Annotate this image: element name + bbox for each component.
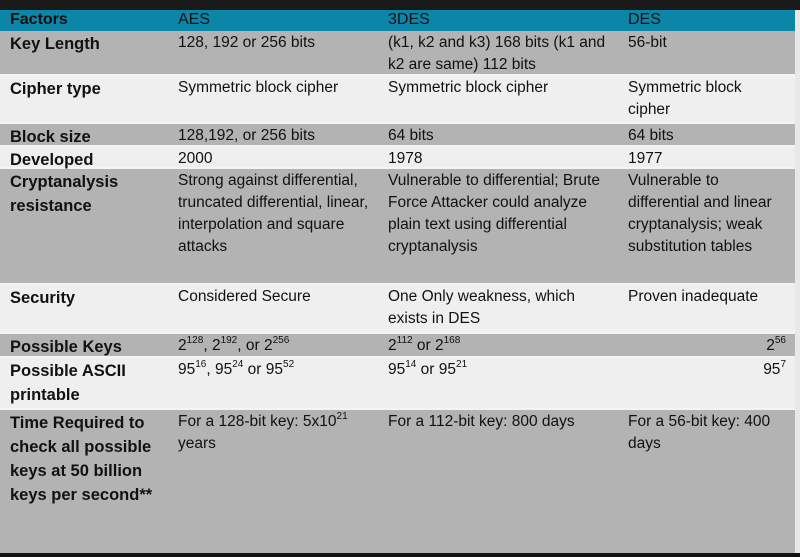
table-row-security: Security Considered Secure One Only weak…: [0, 285, 795, 334]
3des-value: 9514 or 9521: [388, 359, 468, 379]
3des-value: 2112 or 2168: [388, 335, 461, 355]
des-value: 957: [763, 359, 786, 379]
table-row-ascii-keys: Possible ASCII printable character keys …: [0, 358, 795, 428]
des-value: 64 bits: [628, 127, 674, 144]
row-label: Cryptanalysis resistance: [10, 173, 119, 215]
3des-value: For a 112-bit key: 800 days: [388, 413, 575, 430]
header-factors: Factors: [10, 11, 68, 28]
row-label: Security: [10, 289, 76, 307]
header-3des: 3DES: [388, 11, 430, 28]
table-row-possible-keys: Possible Keys 2128, 2192, or 2256 2112 o…: [0, 334, 795, 358]
3des-value: (k1, k2 and k3) 168 bits (k1 and k2 are …: [388, 34, 606, 73]
des-value: Vulnerable to differential and linear cr…: [628, 172, 772, 255]
3des-value: Vulnerable to differential; Brute Force …: [388, 172, 600, 255]
table-row-key-length: Key Length 128, 192 or 256 bits (k1, k2 …: [0, 31, 795, 76]
des-value: Proven inadequate: [628, 288, 759, 305]
table-row-time-required: Time Required to check all possible keys…: [0, 410, 795, 555]
aes-value: 128, 192 or 256 bits: [178, 34, 316, 51]
row-label: Time Required to check all possible keys…: [10, 414, 153, 504]
cipher-comparison-table: Factors AES 3DES DES Key Length 128, 192…: [0, 10, 795, 555]
des-value: 56-bit: [628, 34, 667, 51]
aes-value: For a 128-bit key: 5x1021 years: [178, 411, 348, 453]
header-des: DES: [628, 11, 661, 28]
3des-value: 64 bits: [388, 127, 434, 144]
3des-value: Symmetric block cipher: [388, 79, 549, 96]
des-value: For a 56-bit key: 400 days: [628, 413, 771, 452]
aes-value: 2128, 2192, or 2256: [178, 335, 290, 355]
aes-value: Strong against differential, truncated d…: [178, 172, 369, 255]
des-value: 1977: [628, 150, 663, 167]
des-value: Symmetric block cipher: [628, 79, 742, 118]
table-row-block-size: Block size 128,192, or 256 bits 64 bits …: [0, 124, 795, 147]
aes-value: 2000: [178, 150, 213, 167]
row-label: Cipher type: [10, 80, 101, 98]
table-header-row: Factors AES 3DES DES: [0, 10, 795, 31]
table-row-developed: Developed 2000 1978 1977: [0, 147, 795, 169]
table-row-cryptanalysis: Cryptanalysis resistance Strong against …: [0, 169, 795, 285]
3des-value: One Only weakness, which exists in DES: [388, 288, 575, 327]
table-top-border: [0, 0, 800, 10]
header-aes: AES: [178, 11, 211, 28]
row-label: Key Length: [10, 35, 100, 53]
aes-value: Symmetric block cipher: [178, 79, 339, 96]
table-bottom-border: [0, 553, 800, 557]
3des-value: 1978: [388, 150, 423, 167]
right-edge-strip: [795, 10, 800, 553]
row-label: Possible Keys: [10, 338, 122, 356]
row-label: Block size: [10, 128, 91, 146]
aes-value: 128,192, or 256 bits: [178, 127, 316, 144]
aes-value: Considered Secure: [178, 288, 311, 305]
table-row-cipher-type: Cipher type Symmetric block cipher Symme…: [0, 76, 795, 124]
row-label: Developed: [10, 151, 94, 169]
des-value: 256: [766, 335, 786, 355]
aes-value: 9516, 9524 or 9552: [178, 359, 295, 379]
